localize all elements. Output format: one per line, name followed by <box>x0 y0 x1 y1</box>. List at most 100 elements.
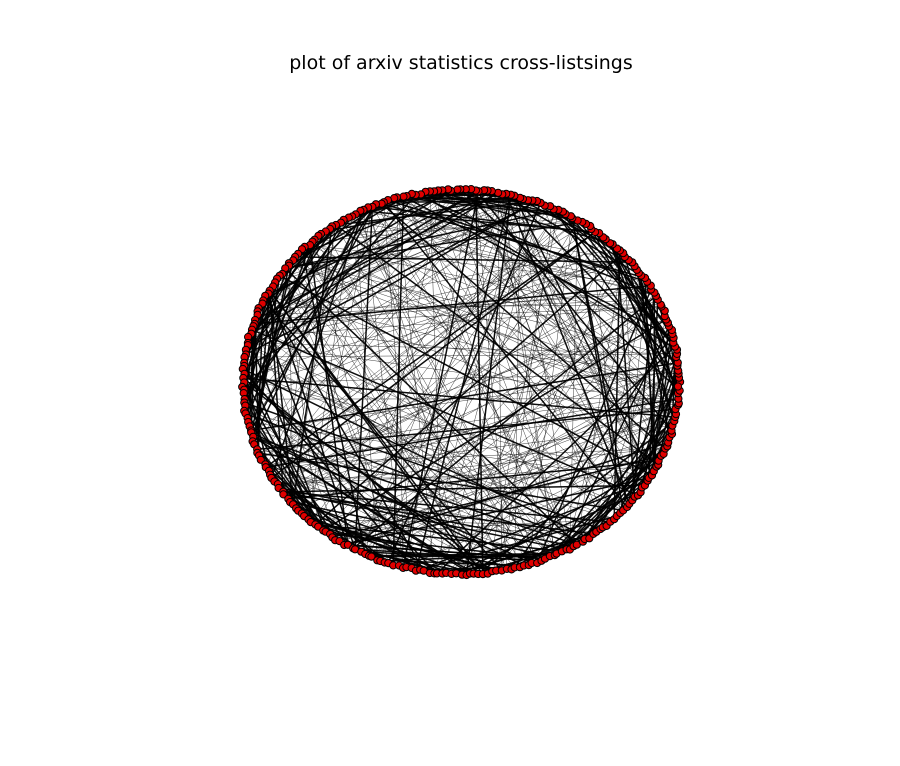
thin-edge <box>257 194 503 454</box>
thin-edge <box>283 275 642 492</box>
thin-edge <box>295 256 679 399</box>
thick-edge <box>381 190 479 205</box>
thick-edge <box>268 290 356 550</box>
thick-edge <box>245 200 538 356</box>
thin-edge <box>332 209 559 538</box>
thick-edge <box>624 256 676 422</box>
thin-edge <box>244 402 474 574</box>
thick-edge <box>613 250 621 520</box>
thin-edge <box>272 286 515 568</box>
thick-edge <box>278 487 574 547</box>
thick-edge <box>254 192 499 321</box>
thick-edge <box>257 307 349 546</box>
thin-edge <box>351 216 538 564</box>
thick-edge <box>514 333 674 568</box>
thick-edge <box>251 209 365 442</box>
thin-edge <box>247 344 577 545</box>
thick-edge <box>279 275 653 476</box>
thick-edge <box>246 244 311 419</box>
thick-edge <box>268 290 294 505</box>
thick-edge <box>415 194 512 571</box>
thin-edge <box>469 252 624 574</box>
thin-edge <box>329 228 648 282</box>
plot-title: plot of arxiv statistics cross-listsings <box>289 52 633 74</box>
thick-edge <box>314 252 624 526</box>
thick-edge <box>653 292 656 472</box>
thick-edge <box>288 459 659 500</box>
thick-edge <box>330 533 546 560</box>
graph-node <box>453 185 462 194</box>
thin-edge <box>244 373 679 383</box>
graph-node <box>367 552 376 561</box>
thick-edge <box>247 336 327 532</box>
thick-edge <box>245 224 337 355</box>
thick-edge <box>360 210 596 233</box>
thick-edge <box>289 501 551 557</box>
thick-edge <box>250 190 493 335</box>
thin-edge <box>367 207 479 575</box>
thick-edge <box>242 200 538 370</box>
thick-edge <box>265 397 679 468</box>
thin-edge <box>247 342 679 404</box>
thick-edge <box>335 224 659 466</box>
thin-edge <box>277 466 657 485</box>
thick-edge <box>264 189 485 297</box>
thin-edge <box>403 196 557 554</box>
thick-edge <box>251 329 639 496</box>
thick-edge <box>557 209 676 348</box>
thick-edge <box>242 377 489 575</box>
thick-edge <box>402 191 480 569</box>
thick-edge <box>284 267 578 546</box>
thick-edge <box>283 484 645 493</box>
thin-edge <box>293 260 677 358</box>
thick-edge <box>243 389 324 531</box>
thick-edge <box>571 217 628 508</box>
thick-edge <box>637 370 679 496</box>
thin-edge <box>497 192 503 571</box>
thick-edge <box>256 290 271 450</box>
thick-edge <box>242 368 590 539</box>
thick-edge <box>381 203 666 450</box>
thick-edge <box>451 491 641 575</box>
thin-edge <box>514 197 521 568</box>
thin-edge <box>343 219 642 276</box>
thin-edge <box>372 206 574 547</box>
thin-edge <box>268 217 573 294</box>
thick-edge <box>257 408 676 451</box>
thick-edge <box>308 518 497 572</box>
graph-node <box>399 192 408 201</box>
thick-edge <box>262 300 503 571</box>
thick-edge <box>465 194 512 576</box>
thick-edge <box>383 200 538 203</box>
thick-edge <box>246 417 319 528</box>
thick-edge <box>436 346 676 574</box>
thick-edge <box>243 286 274 412</box>
thick-edge <box>582 420 675 543</box>
thick-edge <box>253 443 319 528</box>
thick-edge <box>250 203 377 431</box>
thin-edge <box>519 197 571 550</box>
thick-edge <box>265 231 596 468</box>
thin-edge <box>312 217 573 242</box>
thick-edge <box>561 326 670 552</box>
thick-edge <box>292 226 333 505</box>
thin-edge <box>251 223 587 433</box>
thin-edge <box>460 189 643 488</box>
thin-edge <box>510 194 648 481</box>
thin-edge <box>243 256 625 379</box>
thick-edge <box>301 249 367 555</box>
thin-edge <box>387 199 679 399</box>
thick-edge <box>285 209 559 270</box>
thin-edge <box>528 218 573 566</box>
thick-edge <box>651 333 674 476</box>
thin-edge <box>455 292 655 574</box>
thick-edge <box>288 195 407 267</box>
thick-edge <box>295 256 633 264</box>
thin-edge <box>265 464 546 559</box>
thick-edge <box>513 195 653 476</box>
thin-edge <box>450 190 662 456</box>
thick-edge <box>377 559 524 567</box>
thick-edge <box>269 290 479 575</box>
